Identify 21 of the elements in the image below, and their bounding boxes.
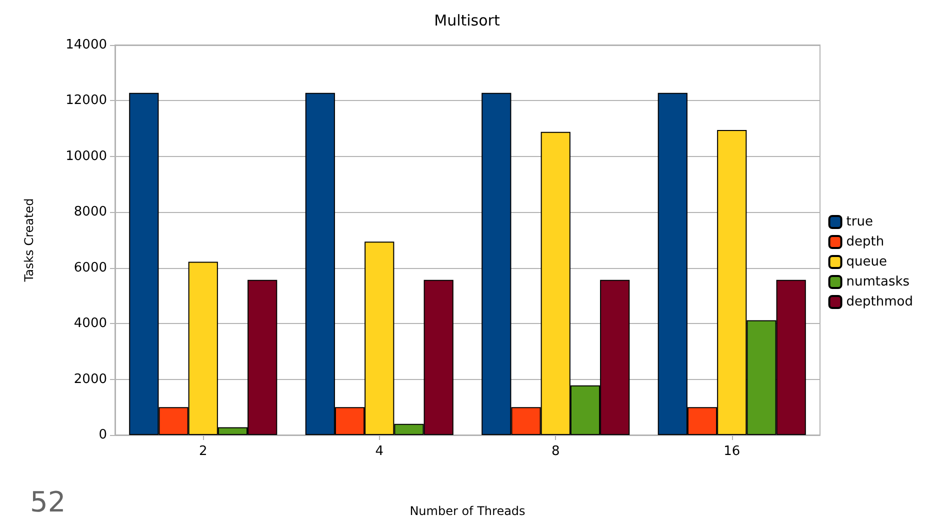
- y-tick-label: 10000: [66, 148, 107, 164]
- y-tick-label: 6000: [74, 260, 107, 276]
- y-tick-label: 14000: [66, 38, 107, 52]
- x-tick-label: 8: [551, 444, 560, 459]
- text: 52: [30, 486, 66, 518]
- y-axis-title: Tasks Created: [22, 198, 36, 283]
- y-tick-label: 4000: [74, 316, 107, 332]
- y-tick-label: 8000: [74, 204, 107, 220]
- legend-label: numtasks: [846, 274, 910, 290]
- x-tick-label: 16: [724, 444, 740, 459]
- y-tick-label: 12000: [66, 93, 107, 108]
- x-tick-label: 4: [375, 444, 384, 459]
- legend-label: true: [846, 214, 873, 230]
- x-axis-title: Number of Threads: [410, 504, 526, 518]
- legend-label: depthmod: [846, 294, 914, 310]
- y-tick-label: 2000: [74, 372, 107, 387]
- x-tick-label: 2: [198, 444, 208, 459]
- chart-title: Multisort: [434, 12, 500, 30]
- y-tick-label: 0: [98, 428, 107, 442]
- legend-label: depth: [846, 234, 884, 250]
- legend-label: queue: [846, 254, 888, 270]
